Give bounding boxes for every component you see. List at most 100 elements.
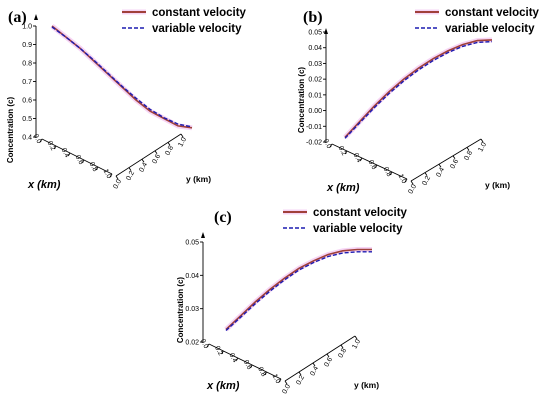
- x-axis-line: [41, 138, 113, 175]
- y-tick-label: 1.0: [177, 136, 188, 148]
- y-tick: [167, 142, 171, 146]
- z-tick-label: 0.9: [22, 42, 32, 49]
- x-tick-label: 0.8: [88, 161, 99, 173]
- x-tick-label: 0.0: [32, 133, 43, 145]
- z-tick-label: 0.5: [22, 116, 32, 123]
- y-tick-label: 0.0: [112, 178, 123, 190]
- y-tick: [298, 371, 302, 376]
- panel-b: (b) -0.02 -0.01 0.00 0.01 0.02 0.03 0.04 0.05 Con…: [297, 7, 540, 195]
- x-tick: [235, 357, 239, 362]
- z-tick-label: -0.01: [306, 124, 322, 131]
- y-tick-label: 0.6: [151, 153, 162, 165]
- x-tick-label: 0.4: [352, 152, 363, 164]
- y-tick: [410, 180, 414, 185]
- x-tick: [109, 173, 113, 178]
- x-tick: [329, 143, 333, 148]
- x-tick: [264, 371, 267, 376]
- x-axis-label: x (km): [326, 182, 360, 194]
- x-tick-label: 0.2: [213, 345, 224, 357]
- panel-a: (a) 0.4 0.5 0.6 0.7 0.8 0.9 1.0 Concentration (c…: [6, 7, 247, 191]
- x-tick-label: 0.6: [367, 159, 378, 171]
- y-tick: [128, 167, 132, 171]
- constant-velocity-band: [50, 24, 193, 131]
- y-tick-label: 0.6: [323, 356, 334, 368]
- z-tick-label: 0.6: [22, 98, 32, 105]
- x-tick: [95, 166, 99, 171]
- y-axis-label: y (km): [186, 174, 211, 184]
- y-tick-label: 0.2: [295, 374, 306, 386]
- z-tick-label: 0.00: [308, 108, 322, 115]
- x-tick-label: 0.2: [46, 140, 57, 152]
- y-tick-label: 0.8: [164, 145, 175, 157]
- x-tick-label: 0.2: [337, 145, 348, 157]
- z-tick-label: 0.8: [22, 61, 32, 68]
- constant-velocity-band: [343, 37, 493, 140]
- y-tick: [154, 150, 158, 155]
- x-tick-label: 0.4: [60, 147, 71, 159]
- x-tick: [359, 157, 363, 162]
- y-tick: [141, 158, 145, 163]
- series-variable-velocity: [225, 251, 372, 332]
- y-tick-label: 0.4: [309, 365, 320, 377]
- panel-label: (b): [303, 9, 323, 26]
- y-axis-label: y (km): [485, 180, 510, 190]
- y-axis-label: y (km): [354, 380, 379, 390]
- z-tick-label: 0.02: [308, 77, 322, 84]
- x-tick: [39, 138, 43, 143]
- y-tick: [354, 335, 358, 340]
- z-axis-label: Concentration (c): [176, 277, 185, 344]
- y-tick-label: 0.2: [125, 170, 136, 182]
- x-tick: [53, 145, 57, 150]
- z-tick-label: 1.0: [22, 24, 32, 31]
- x-tick: [404, 178, 408, 183]
- y-tick: [438, 163, 442, 168]
- legend-label-variable: variable velocity: [152, 23, 242, 35]
- series-variable-velocity: [51, 26, 193, 128]
- x-axis-line: [208, 343, 282, 380]
- z-axis-label: Concentration (c): [297, 67, 306, 134]
- y-tick-label: 0.8: [463, 150, 474, 162]
- y-tick-label: 0.4: [138, 161, 149, 173]
- y-tick-label: 0.0: [281, 383, 292, 395]
- x-axis-label: x (km): [27, 179, 61, 191]
- legend-label-constant: constant velocity: [313, 207, 408, 219]
- y-tick-label: 0.6: [449, 158, 460, 170]
- y-axis-line: [284, 335, 356, 382]
- panel-label: (c): [214, 209, 232, 226]
- series-constant-velocity: [225, 248, 372, 331]
- x-tick: [206, 343, 210, 348]
- x-tick: [344, 150, 348, 155]
- z-tick-label: 0.02: [185, 340, 199, 347]
- z-tick-label: 0.05: [308, 30, 322, 37]
- x-tick-label: 1.0: [397, 173, 408, 185]
- x-tick: [67, 152, 71, 157]
- z-axis-arrow: [324, 28, 328, 34]
- x-axis-line: [331, 143, 408, 180]
- z-tick-label: 0.05: [185, 240, 199, 247]
- y-axis-line: [115, 133, 182, 177]
- z-axis-label: Concentration (c): [6, 97, 15, 164]
- z-tick-label: 0.4: [22, 135, 32, 142]
- x-tick-label: 1.0: [271, 373, 282, 385]
- panel-label: (a): [8, 9, 27, 26]
- x-tick-label: 0.8: [382, 166, 393, 178]
- y-tick-label: 0.2: [421, 175, 432, 187]
- x-tick: [374, 164, 378, 169]
- y-tick: [284, 380, 288, 385]
- y-tick: [340, 344, 344, 349]
- y-tick: [180, 133, 184, 138]
- x-tick-label: 0.0: [199, 338, 210, 350]
- series-variable-velocity: [344, 40, 493, 139]
- x-tick: [249, 364, 253, 369]
- z-axis-arrow: [34, 14, 38, 20]
- y-tick-label: 1.0: [351, 338, 362, 350]
- z-axis-arrow: [201, 232, 205, 238]
- y-tick-label: 0.4: [435, 166, 446, 178]
- z-tick-label: 0.01: [308, 92, 322, 99]
- x-tick-label: 0.6: [74, 154, 85, 166]
- z-tick-label: 0.04: [308, 45, 322, 52]
- y-tick-label: 0.8: [337, 347, 348, 359]
- y-tick: [466, 147, 470, 151]
